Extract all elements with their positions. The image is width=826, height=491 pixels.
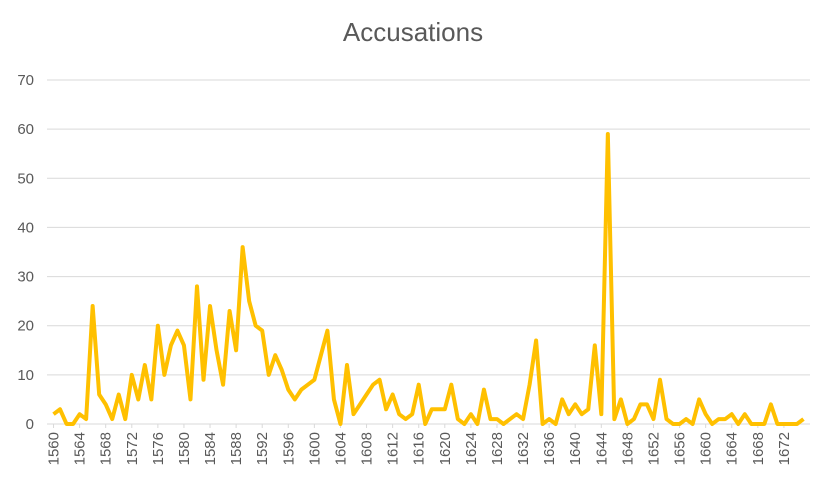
- x-tick-label: 1648: [619, 432, 636, 465]
- y-tick-label: 60: [17, 121, 34, 138]
- x-tick-label: 1672: [776, 432, 793, 465]
- x-tick-label: 1608: [359, 432, 376, 465]
- x-tick-label: 1616: [411, 432, 428, 465]
- x-tick-label: 1588: [228, 432, 245, 465]
- x-tick-label: 1584: [202, 432, 219, 465]
- x-tick-label: 1664: [724, 432, 741, 465]
- x-tick-label: 1604: [332, 432, 349, 465]
- x-tick-label: 1572: [124, 432, 141, 465]
- y-tick-label: 30: [17, 269, 34, 286]
- x-tick-label: 1636: [541, 432, 558, 465]
- data-line: [52, 132, 805, 426]
- x-tick-label: 1560: [46, 432, 63, 465]
- x-tick-label: 1620: [437, 432, 454, 465]
- x-tick-label: 1644: [593, 432, 610, 465]
- y-tick-label: 0: [26, 416, 34, 433]
- x-tick-label: 1652: [645, 432, 662, 465]
- y-tick-label: 40: [17, 219, 34, 236]
- x-tick-label: 1632: [515, 432, 532, 465]
- x-tick-label: 1568: [98, 432, 115, 465]
- x-tick-label: 1628: [489, 432, 506, 465]
- x-tick-label: 1592: [254, 432, 271, 465]
- x-tick-label: 1660: [698, 432, 715, 465]
- x-tick-label: 1668: [750, 432, 767, 465]
- x-tick-label: 1640: [567, 432, 584, 465]
- y-tick-label: 50: [17, 170, 34, 187]
- x-tick-label: 1612: [385, 432, 402, 465]
- x-tick-label: 1624: [463, 432, 480, 465]
- x-tick-label: 1596: [280, 432, 297, 465]
- y-tick-label: 70: [17, 72, 34, 89]
- x-tick-label: 1600: [306, 432, 323, 465]
- x-tick-label: 1576: [150, 432, 167, 465]
- chart-title: Accusations: [343, 17, 483, 47]
- y-tick-label: 10: [17, 367, 34, 384]
- x-tick-label: 1580: [176, 432, 193, 465]
- x-tick-label: 1564: [72, 432, 89, 465]
- y-tick-label: 20: [17, 318, 34, 335]
- x-tick-label: 1656: [672, 432, 689, 465]
